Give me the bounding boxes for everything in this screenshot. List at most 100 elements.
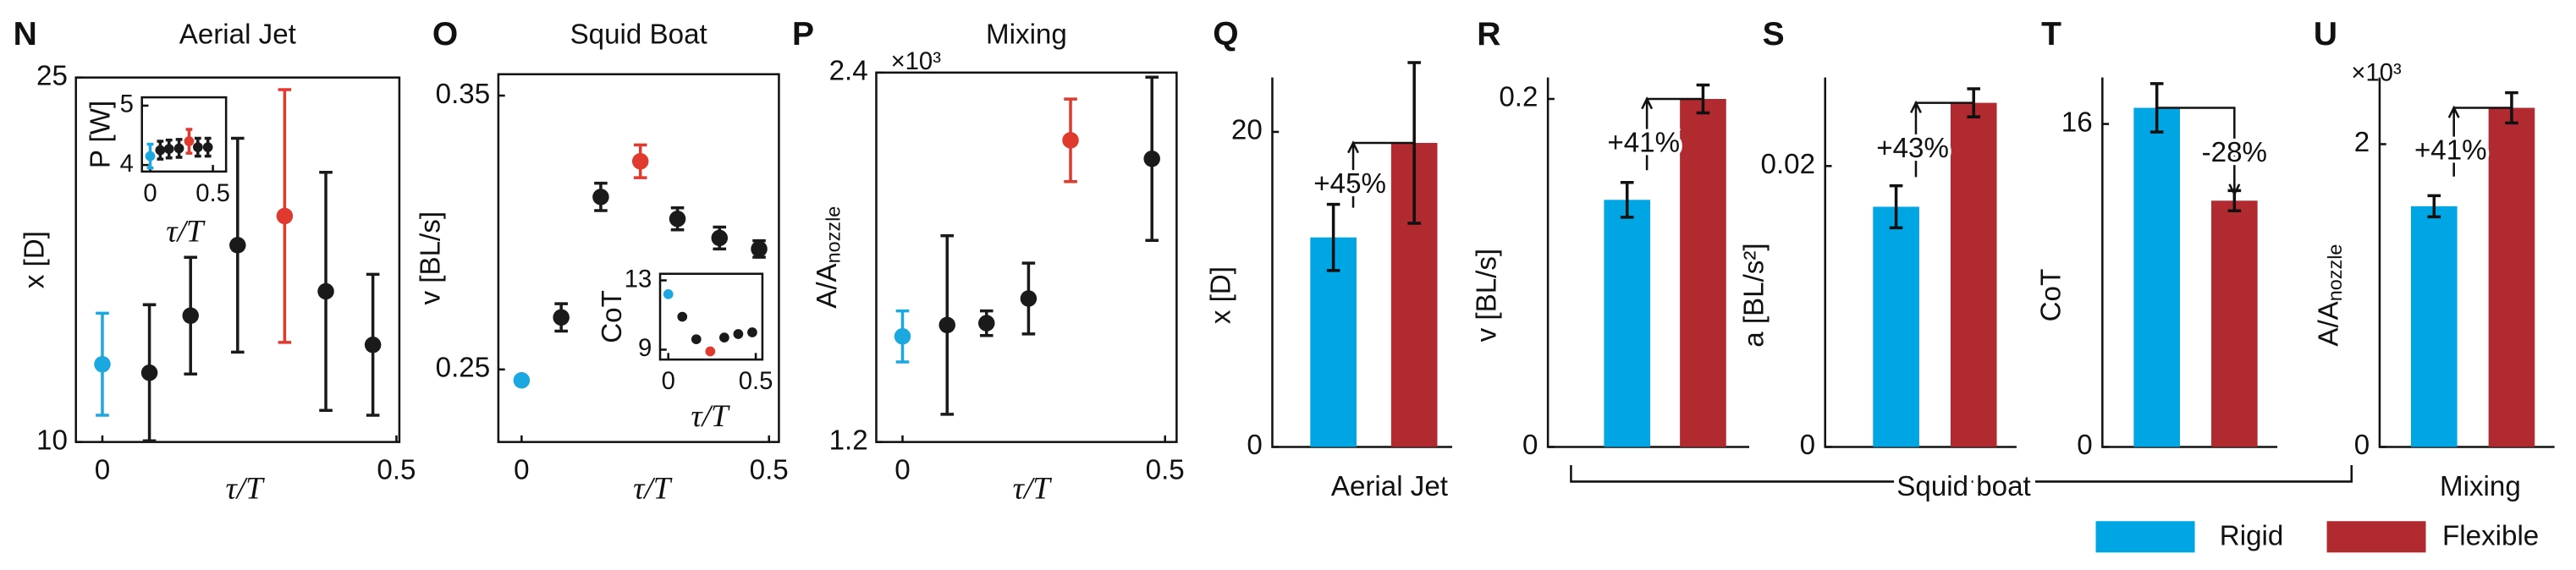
panel: 10 25 0 0.5 <box>36 60 416 485</box>
y-tick-label: 1.2 <box>829 425 868 456</box>
annotation-bracket <box>2447 105 2512 177</box>
y-tick-label: 0 <box>1522 430 1538 461</box>
panel-letter: P <box>792 16 814 52</box>
x-tick-label: 0 <box>514 454 529 485</box>
y-tick-label: 0 <box>2354 430 2370 461</box>
point <box>705 346 716 357</box>
x-tick-label: 0.5 <box>1146 454 1185 485</box>
x-tick-label: 0 <box>95 454 110 485</box>
panel-title: Aerial Jet <box>179 19 296 51</box>
y-axis-label-main: A/A <box>812 262 843 308</box>
panel-letter: N <box>14 16 37 52</box>
point <box>229 237 246 254</box>
y-tick-label: 9 <box>638 335 652 362</box>
frame <box>497 73 780 443</box>
annotation: -28% <box>2202 137 2267 168</box>
annotation: +43% <box>1876 133 1949 164</box>
y-tick-label: 25 <box>36 60 68 91</box>
annotation-bracket <box>1910 100 1974 178</box>
point <box>938 316 955 334</box>
bar <box>1873 206 1919 447</box>
point <box>691 334 702 345</box>
error-bar <box>2427 194 2441 219</box>
annotation: +41% <box>1607 128 1680 159</box>
point <box>364 336 382 354</box>
y-tick-label: 5 <box>120 91 134 118</box>
point <box>677 311 688 322</box>
x-tick-label: 0 <box>143 180 157 207</box>
x-tick-label: 0.5 <box>195 180 230 207</box>
x-tick-label: 0 <box>894 454 910 485</box>
point <box>202 142 213 152</box>
bar <box>1950 102 1997 447</box>
annotation-bracket <box>1347 140 1415 208</box>
y-tick-label: 4 <box>120 151 134 178</box>
frame <box>875 71 1178 443</box>
x-tick-label: 0.5 <box>750 454 789 485</box>
panel-title: Squid Boat <box>570 19 707 51</box>
group-label: Aerial Jet <box>1331 471 1448 502</box>
point <box>145 151 156 162</box>
point <box>276 207 294 225</box>
point <box>553 309 570 326</box>
point <box>663 289 674 299</box>
inset: 9 13 0 0.5 <box>625 266 773 395</box>
y-axis-label: A/Anozzle <box>2313 244 2346 347</box>
y-tick-label: 20 <box>1231 115 1263 146</box>
y-tick-label: 0 <box>1247 430 1262 461</box>
y-tick-label: 0.25 <box>436 353 491 384</box>
point <box>751 240 768 258</box>
y-axis-label: a [BL/s²] <box>1739 243 1770 347</box>
inset: 4 5 0 0.5 <box>120 91 230 207</box>
y-tick-label: 10 <box>36 425 68 456</box>
inset-x-label: τ/T <box>691 399 730 434</box>
point <box>747 327 757 337</box>
x-tick-label: 0 <box>662 368 675 395</box>
point <box>733 329 744 339</box>
y-axis-label: x [D] <box>19 231 51 288</box>
x-axis-label: τ/T <box>1013 472 1053 507</box>
point <box>163 144 174 155</box>
error-bar <box>1326 202 1340 272</box>
point <box>140 364 158 381</box>
group-bracket <box>1570 464 2353 483</box>
y-tick-label: 0.2 <box>1499 82 1538 113</box>
error-bar <box>1889 184 1903 230</box>
y-tick-label: 16 <box>2061 107 2093 138</box>
bar <box>2410 206 2458 447</box>
panel-letter: U <box>2314 16 2337 52</box>
legend-label: Rigid <box>2220 520 2284 551</box>
x-tick-label: 0.5 <box>377 454 416 485</box>
frame <box>658 272 764 361</box>
panel-title: Mixing <box>986 19 1067 51</box>
y-tick-label: 2 <box>2354 127 2370 158</box>
x-axis-label: τ/T <box>633 472 673 507</box>
annotation-bracket <box>1641 96 1704 171</box>
y-axis-label: P [W] <box>85 101 117 168</box>
y-tick-label: 13 <box>625 266 652 293</box>
point <box>182 307 199 324</box>
point <box>1143 151 1160 167</box>
y-axis-label: x [D] <box>1206 266 1237 324</box>
point <box>513 372 531 389</box>
panel-letter: Q <box>1213 16 1238 52</box>
annotation: +45% <box>1313 168 1386 200</box>
point <box>1062 132 1079 149</box>
bar <box>2133 107 2180 447</box>
annotation-bracket <box>2156 107 2241 197</box>
frame <box>140 96 228 173</box>
y-exponent: ×10³ <box>891 48 942 75</box>
y-tick-label: 0.02 <box>1761 149 1816 180</box>
point <box>894 328 911 345</box>
panel-letter: S <box>1763 16 1785 52</box>
legend-swatch <box>2326 521 2426 553</box>
group-label: Mixing <box>2440 471 2521 502</box>
point <box>184 136 195 146</box>
annotation: +41% <box>2414 135 2487 167</box>
bar <box>1680 98 1726 447</box>
point <box>1020 290 1038 307</box>
x-axis-label: τ/T <box>226 472 266 507</box>
point <box>711 229 729 247</box>
point <box>155 145 166 156</box>
